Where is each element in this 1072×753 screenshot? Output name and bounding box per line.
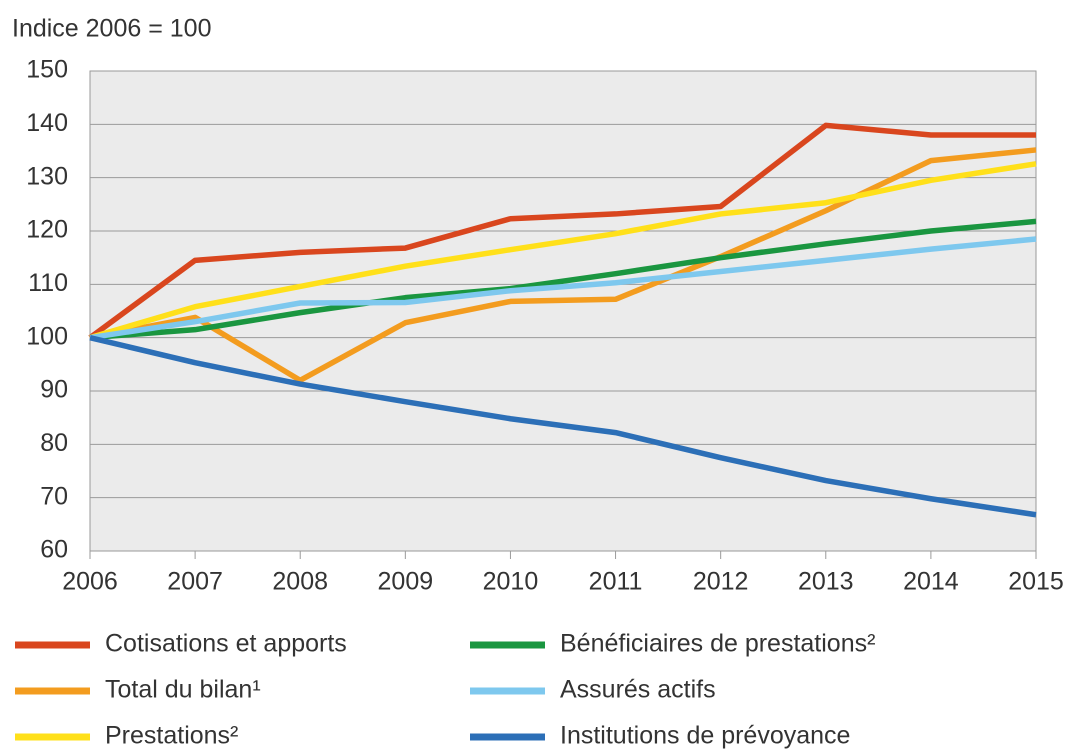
y-axis-label: Indice 2006 = 100 (12, 15, 211, 43)
x-tick-label: 2009 (378, 568, 434, 596)
series-line (89, 218, 1037, 341)
x-tick-label: 2010 (483, 568, 539, 596)
y-tick-label: 140 (26, 109, 68, 137)
y-tick-label: 150 (26, 56, 68, 84)
legend-label: Institutions de prévoyance (560, 722, 850, 750)
series-line (88, 122, 1036, 340)
x-tick-label: 2008 (272, 568, 328, 596)
series-line (89, 147, 1037, 384)
y-tick-label: 70 (40, 482, 68, 510)
y-tick-label: 120 (26, 216, 68, 244)
legend-label: Assurés actifs (560, 676, 716, 704)
legend-label: Cotisations et apports (105, 630, 347, 658)
x-tick-label: 2014 (903, 568, 959, 596)
x-tick-label: 2013 (798, 568, 854, 596)
y-tick-label: 110 (28, 269, 68, 297)
x-tick-label: 2007 (167, 568, 223, 596)
legend-label: Bénéficiaires de prestations² (560, 630, 875, 658)
y-tick-label: 90 (40, 376, 68, 404)
legend-label: Total du bilan¹ (105, 676, 261, 704)
y-tick-label: 100 (26, 322, 68, 350)
plot-area (89, 70, 1037, 552)
x-tick-label: 2011 (589, 568, 643, 596)
x-tick-label: 2015 (1008, 568, 1064, 596)
y-tick-label: 130 (26, 162, 68, 190)
series-line (89, 161, 1037, 341)
series-line (89, 236, 1037, 341)
y-tick-label: 60 (40, 536, 68, 564)
series-line (89, 334, 1037, 518)
x-tick-label: 2012 (693, 568, 749, 596)
y-tick-label: 80 (40, 429, 68, 457)
legend-label: Prestations² (105, 722, 238, 750)
x-tick-label: 2006 (62, 568, 118, 596)
